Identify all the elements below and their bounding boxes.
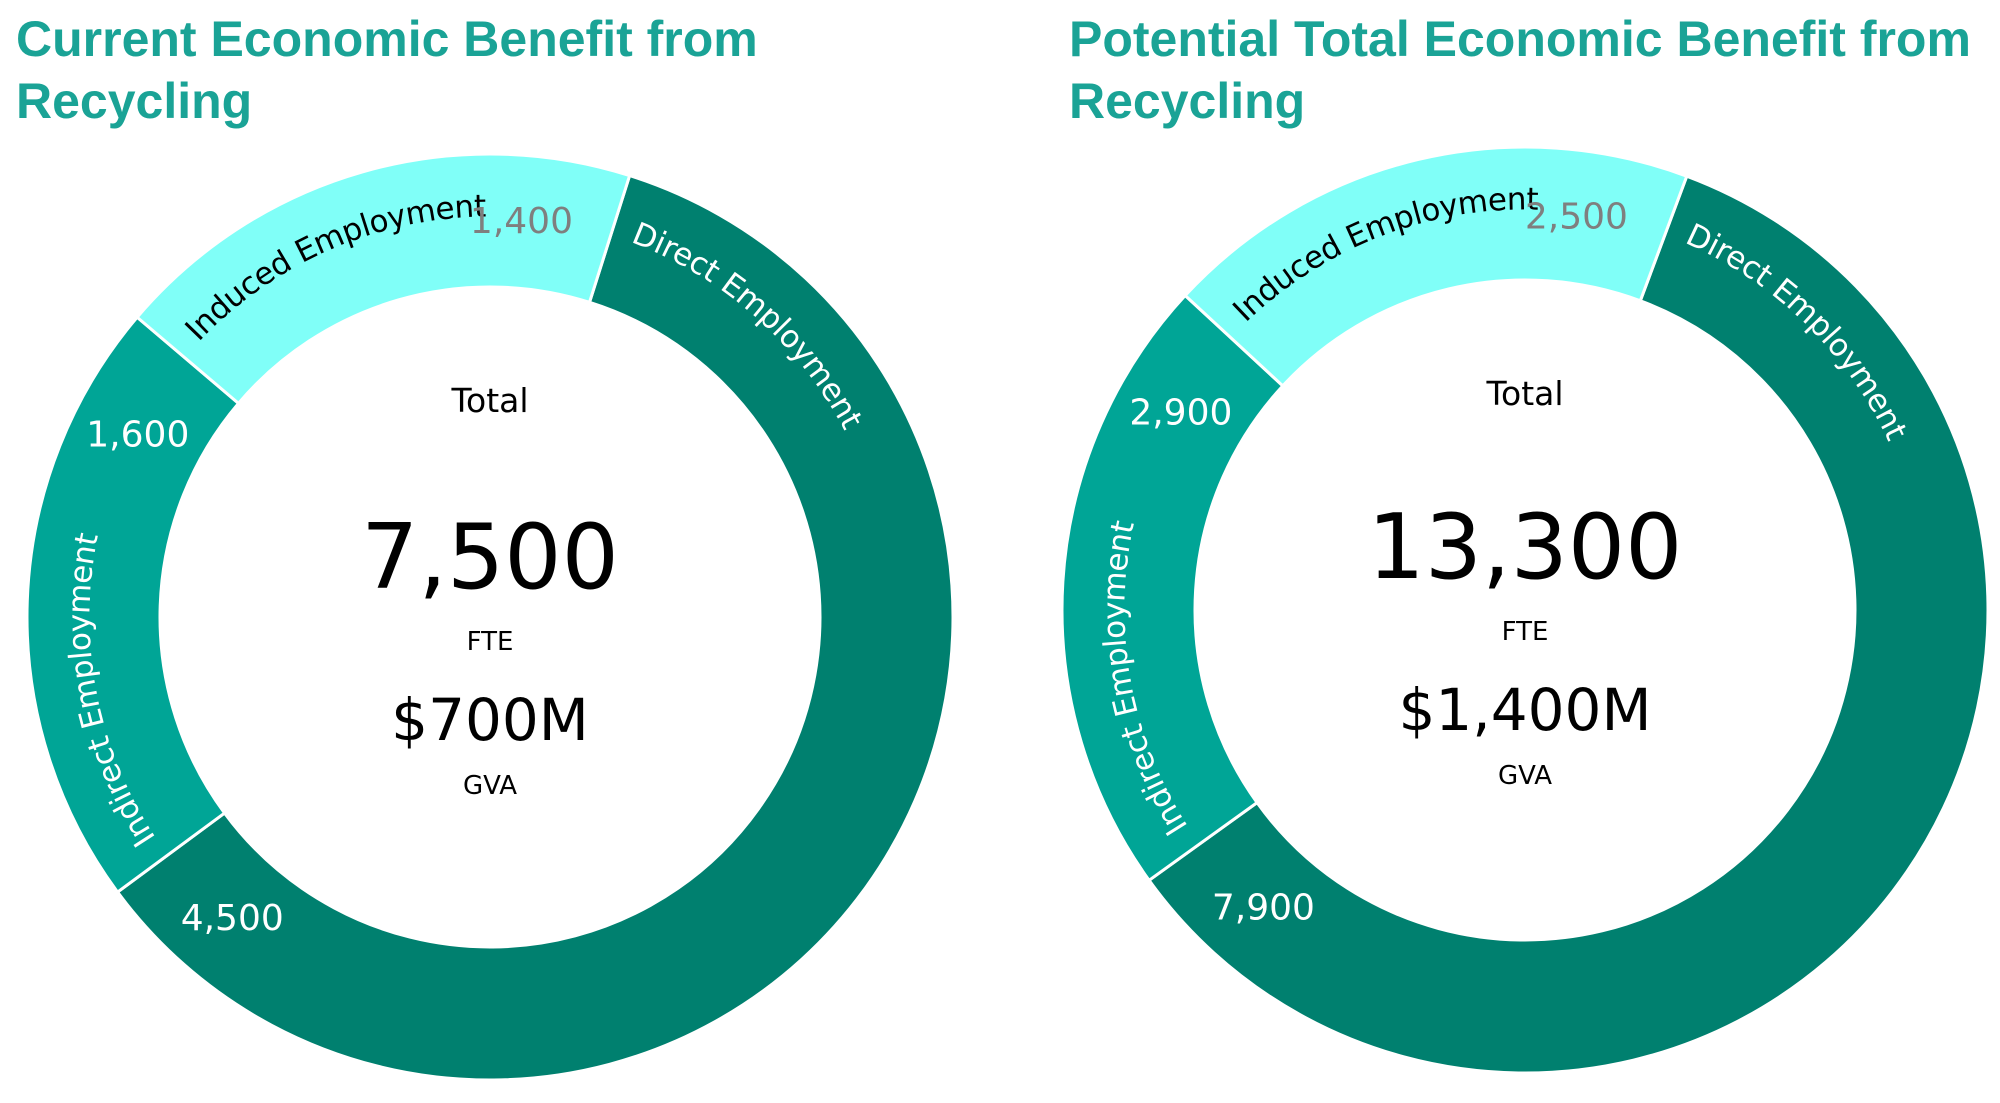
donut-segment-direct [1146, 174, 1990, 1075]
segment-value-indirect: 2,900 [1129, 393, 1232, 434]
segment-value-indirect: 1,600 [86, 414, 189, 455]
segment-value-direct: 7,900 [1212, 887, 1315, 928]
center-total-value: 13,300 [1368, 495, 1683, 600]
donut-segment-indirect [1060, 293, 1285, 883]
donut-segment-indirect [25, 315, 241, 895]
donut-segment-induced [1183, 145, 1689, 388]
center-gva-value: $1,400M [1399, 676, 1652, 744]
center-label: Total [450, 381, 528, 420]
center-total-value: 7,500 [361, 505, 619, 610]
segment-value-induced: 1,400 [470, 201, 573, 242]
center-gva-unit: GVA [1498, 761, 1552, 791]
segment-value-direct: 4,500 [181, 898, 284, 939]
chart-title-current: Current Economic Benefit from Recycling [16, 11, 758, 129]
donut-segment-induced [135, 152, 632, 406]
center-label: Total [1485, 374, 1563, 413]
center-gva-value: $700M [391, 686, 589, 754]
donut-segment-direct [115, 173, 955, 1082]
center-total-unit: FTE [467, 627, 514, 657]
segment-value-induced: 2,500 [1525, 196, 1628, 237]
center-total-unit: FTE [1502, 617, 1549, 647]
chart-title-potential: Potential Total Economic Benefit from Re… [1069, 11, 1971, 129]
center-gva-unit: GVA [463, 771, 517, 801]
